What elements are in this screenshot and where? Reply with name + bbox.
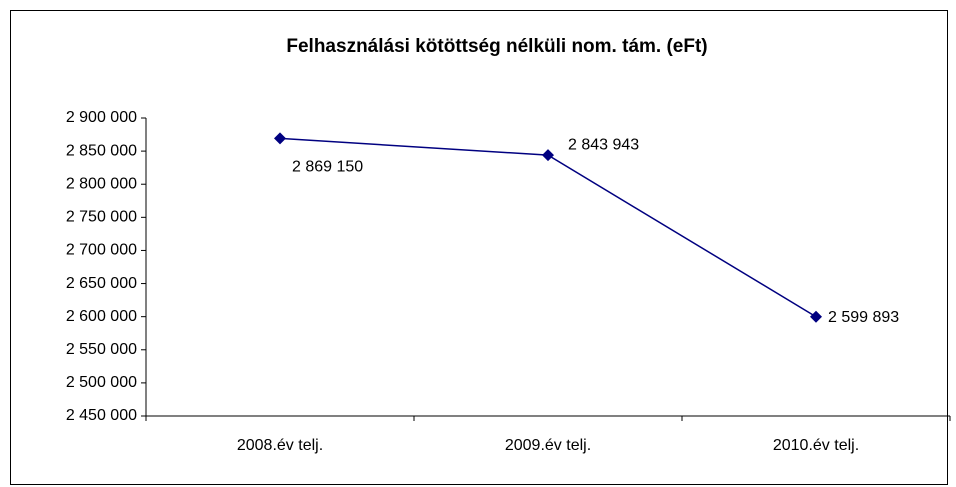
x-tick-label: 2009.év telj. <box>505 437 591 454</box>
y-tick-label: 2 450 000 <box>66 407 137 424</box>
y-tick-label: 2 750 000 <box>66 209 137 226</box>
marker <box>274 132 286 145</box>
x-tick-label: 2008.év telj. <box>237 437 323 454</box>
y-tick-label: 2 800 000 <box>66 175 137 192</box>
y-tick-label: 2 650 000 <box>66 275 137 292</box>
y-tick-label: 2 550 000 <box>66 341 137 358</box>
chart-title: Felhasználási kötöttség nélküli nom. tám… <box>286 36 707 57</box>
data-label: 2 843 943 <box>568 136 639 153</box>
y-tick-label: 2 850 000 <box>66 142 137 159</box>
marker <box>810 310 822 323</box>
y-tick-label: 2 900 000 <box>66 109 137 126</box>
chart-frame <box>10 10 948 485</box>
data-label: 2 599 893 <box>828 309 899 326</box>
data-label: 2 869 150 <box>292 159 363 176</box>
y-tick-label: 2 500 000 <box>66 374 137 391</box>
y-tick-label: 2 700 000 <box>66 242 137 259</box>
y-tick-label: 2 600 000 <box>66 308 137 325</box>
x-tick-label: 2010.év telj. <box>773 437 859 454</box>
marker <box>542 149 554 162</box>
